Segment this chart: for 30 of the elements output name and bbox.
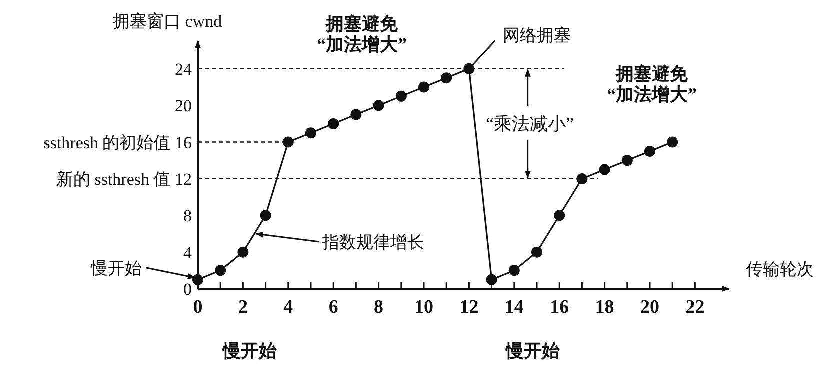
x-tick-label: 20 <box>640 297 660 318</box>
annotation: 指数规律增长 <box>256 232 424 252</box>
y-tick-label: 20 <box>175 96 192 116</box>
y-axis-title: 拥塞窗口 cwnd <box>113 12 223 31</box>
annotation: 拥塞避免 “加法增大” <box>607 64 697 105</box>
x-tick-label: 2 <box>238 297 248 318</box>
annotation: 网络拥塞 <box>503 26 572 45</box>
y-tick-label: 新的 ssthresh 值 12 <box>56 170 192 189</box>
annotation: 拥塞避免 “加法增大” <box>317 14 407 55</box>
y-tick-label: ssthresh 的初始值 16 <box>44 133 192 152</box>
x-tick-label: 18 <box>595 297 614 318</box>
y-tick-label: 8 <box>184 206 192 226</box>
annotation: 慢开始 <box>506 341 560 361</box>
y-tick-label: 0 <box>184 280 192 299</box>
annotation: “乘法减小” <box>486 114 574 134</box>
annotation: 网络拥塞 <box>468 26 572 70</box>
x-tick-label: 12 <box>460 297 479 318</box>
x-tick-label: 14 <box>504 297 524 318</box>
annotation: 慢开始 <box>223 341 277 361</box>
x-tick-label: 16 <box>550 297 570 318</box>
annotation: 指数规律增长 <box>322 232 424 252</box>
x-tick-label: 4 <box>284 297 294 318</box>
annotation: 慢开始 <box>90 258 142 278</box>
x-tick-label: 8 <box>374 297 384 318</box>
x-tick-label: 22 <box>686 297 705 318</box>
x-tick-label: 10 <box>414 297 434 318</box>
y-tick-label: 24 <box>175 60 192 79</box>
x-tick-label: 6 <box>328 297 338 318</box>
x-axis-title: 传输轮次 <box>746 260 814 279</box>
annotation: “乘法减小” <box>486 68 574 179</box>
